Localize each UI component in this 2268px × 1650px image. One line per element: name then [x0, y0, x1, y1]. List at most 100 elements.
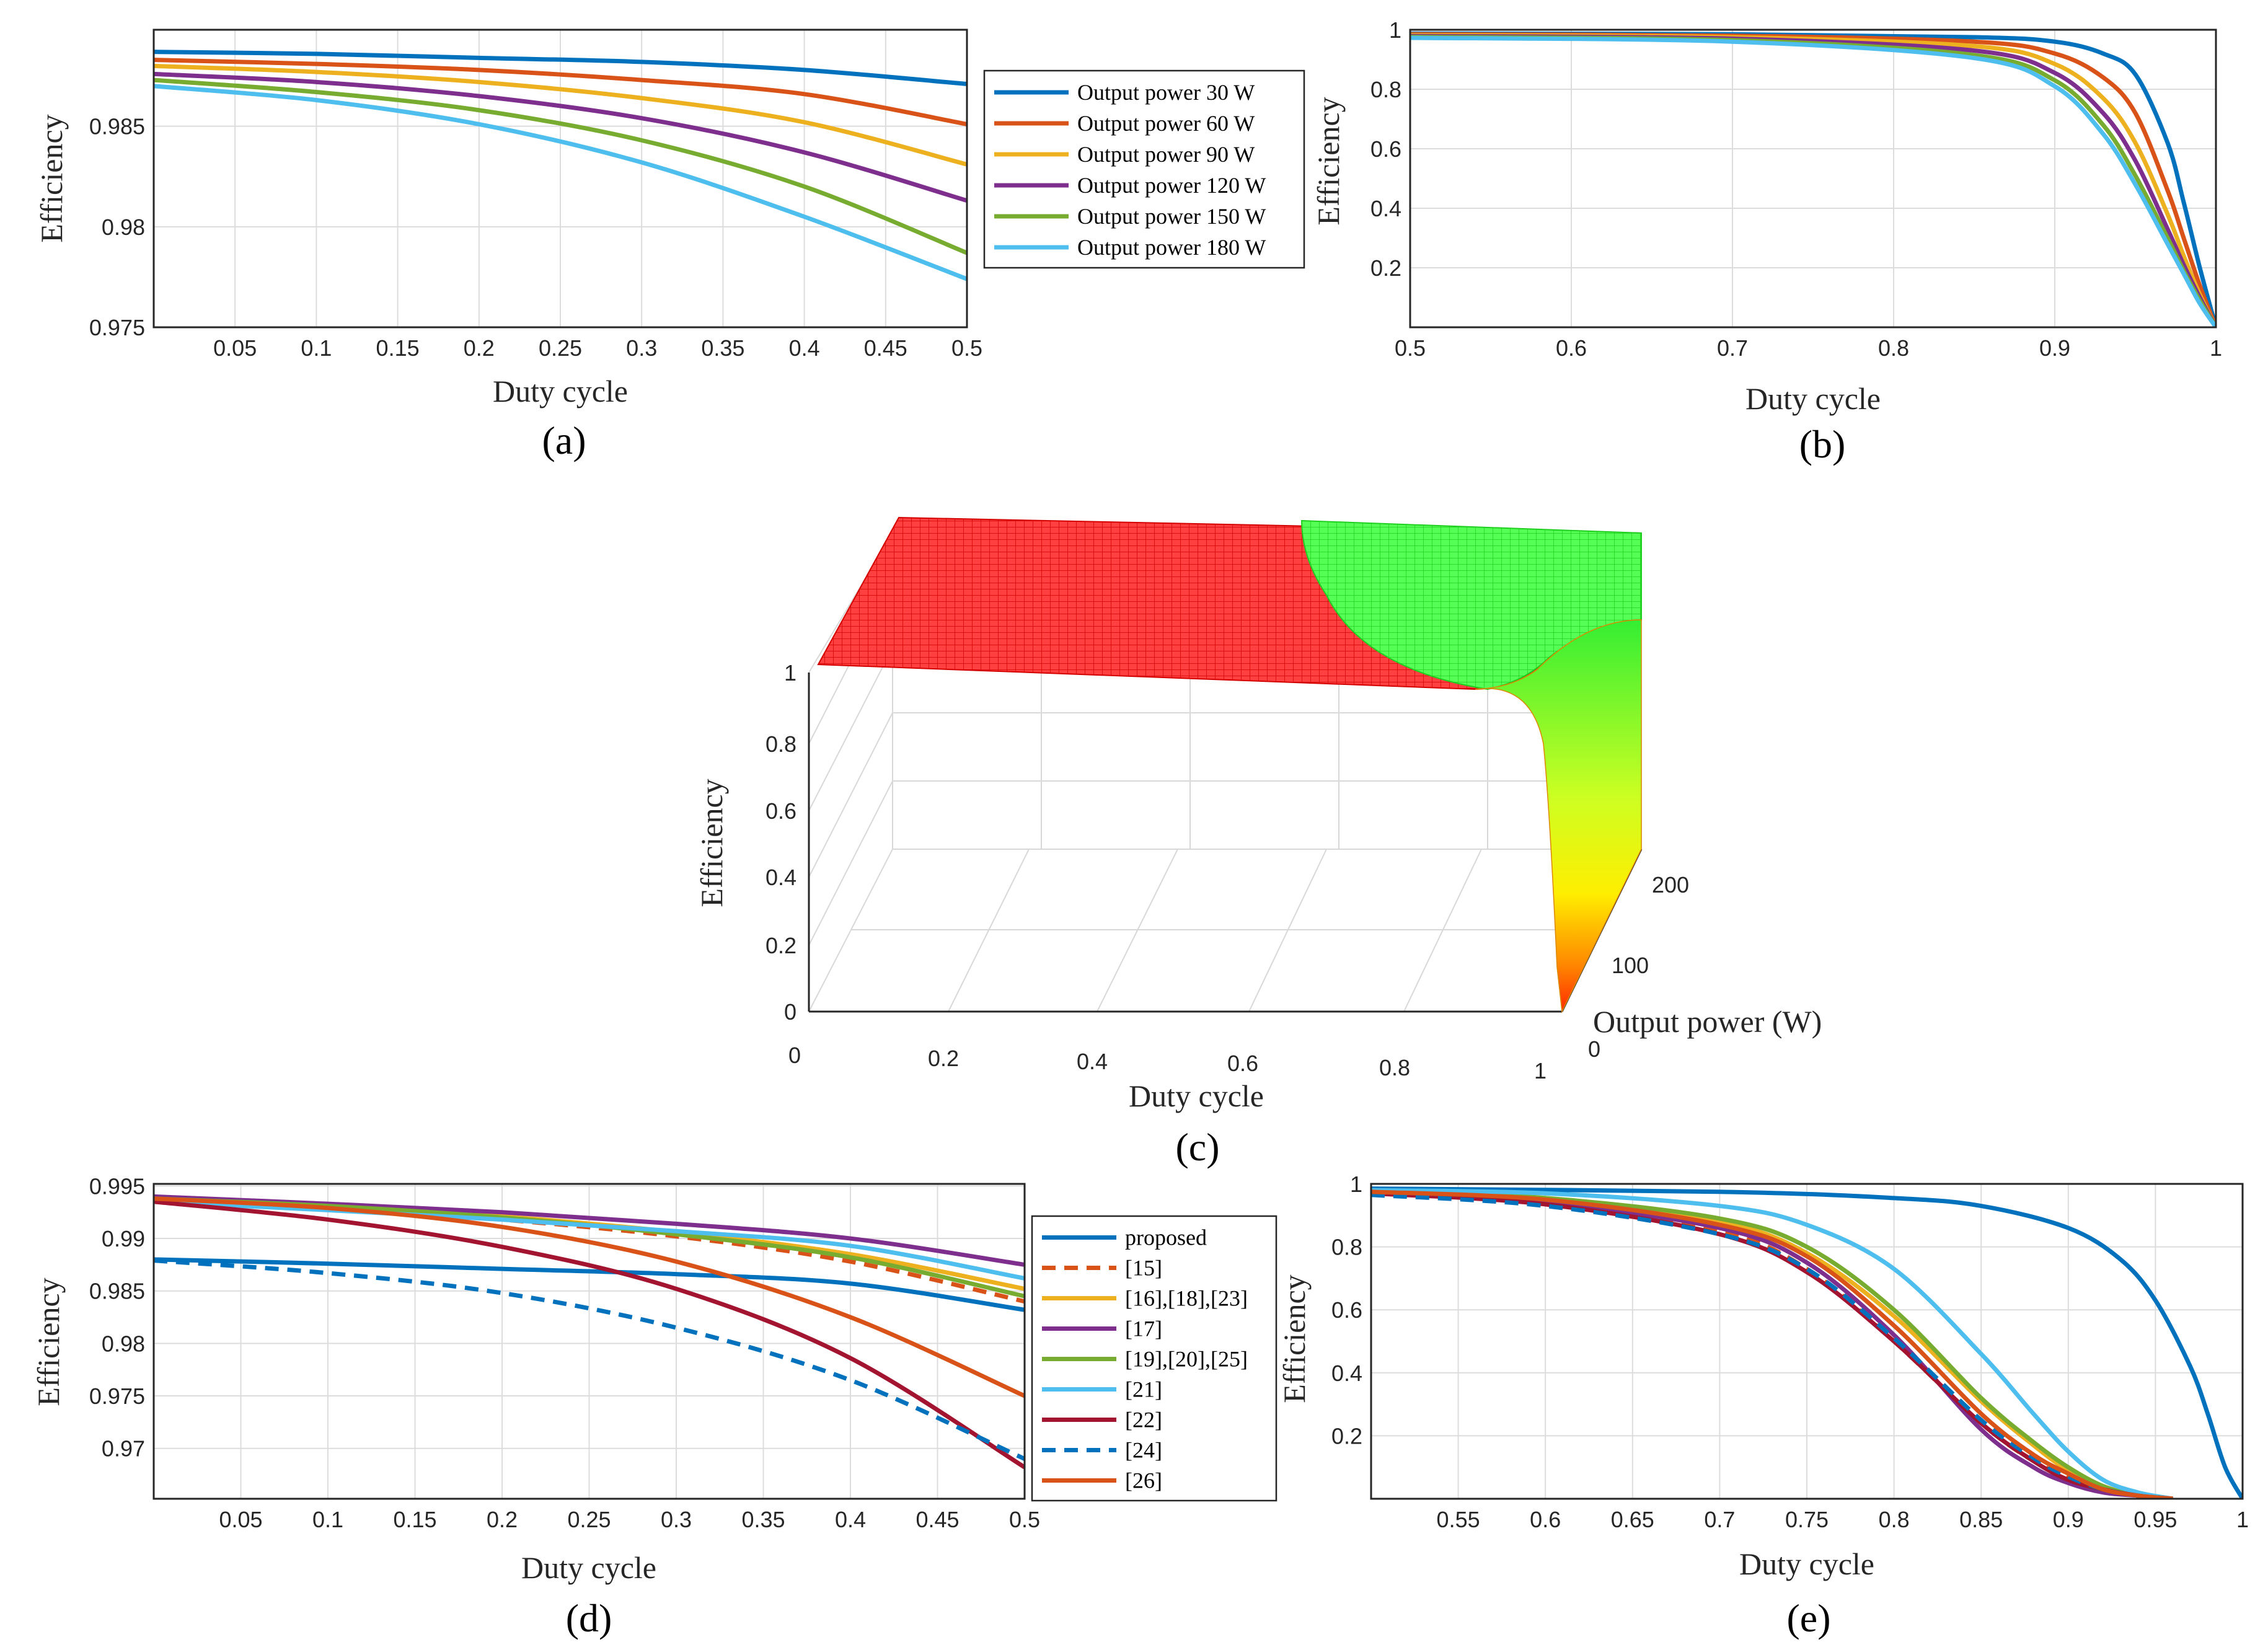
- y-tick-label: 1: [1389, 17, 1401, 43]
- panel-d-grid: [154, 1184, 1025, 1499]
- x-tick-label: 1: [1534, 1058, 1547, 1083]
- legend-box: [983, 69, 1305, 269]
- legend-label: Output power 150 W: [1077, 204, 1266, 229]
- series-line-output-power-150-w: [154, 77, 967, 255]
- z-tick-label: 0.2: [766, 933, 796, 958]
- legend-label: [22]: [1125, 1408, 1162, 1432]
- panel-d-line-chart: 0.05 0.1 0.15 0.2 0.25 0.3 0.35 0.4 0.45 0.5 0.97 0…: [31, 1173, 1277, 1640]
- x-tick-label: 0.7: [1704, 1507, 1735, 1532]
- panel-b-caption: (b): [1799, 422, 1846, 466]
- x-tick-label: 0.85: [1959, 1507, 2003, 1532]
- legend-label: Output power 90 W: [1077, 142, 1255, 167]
- panel-a-plot-frame: [152, 29, 968, 329]
- x-tick-label: 0.45: [916, 1507, 959, 1532]
- panel-d-caption: (d): [566, 1596, 612, 1640]
- x-tick-label: 0.7: [1717, 335, 1748, 361]
- x-tick-label: 0.15: [376, 335, 420, 361]
- series-line-output-power-60-w: [1410, 32, 2216, 327]
- series-line--21-: [1371, 1188, 2174, 1499]
- x-tick-label: 0.25: [567, 1507, 611, 1532]
- series-line--17-: [1371, 1191, 2173, 1499]
- legend-label: [15]: [1125, 1256, 1162, 1281]
- x-tick-label: 0.3: [661, 1507, 692, 1532]
- y-tick-label: 0.98: [102, 1331, 145, 1356]
- x-tick-label: 0.5: [1395, 335, 1426, 361]
- series-line-proposed: [1371, 1186, 2243, 1499]
- x-tick-label: 0.35: [701, 335, 744, 361]
- series-line-output-power-30-w: [1410, 31, 2216, 327]
- panel-e-plot-frame: [1370, 1183, 2244, 1500]
- panel-c-surface-chart: 0 0.2 0.4 0.6 0.8 1 0 0.2 0.4 0.6 0.8 1 0 100 200 Du…: [694, 516, 1822, 1169]
- x-tick-label: 0: [788, 1043, 801, 1068]
- y-tick-label: 0.6: [1370, 136, 1401, 162]
- legend-label: Output power 180 W: [1077, 235, 1266, 260]
- legend-label: Output power 120 W: [1077, 173, 1266, 198]
- x-tick-label: 0.75: [1785, 1507, 1829, 1532]
- x-tick-label: 0.05: [219, 1507, 262, 1532]
- series-line-output-power-180-w: [1410, 35, 2216, 327]
- x-tick-label: 0.8: [1878, 335, 1909, 361]
- y-tick-label: 0.4: [1331, 1361, 1362, 1386]
- panel-d-series-lines: [154, 1194, 1025, 1470]
- x-tick-label: 0.5: [1009, 1507, 1040, 1532]
- panel-a-line-chart: 0.05 0.1 0.15 0.2 0.25 0.3 0.35 0.4 0.45 0.5 0.975…: [34, 29, 1305, 462]
- x-tick-label: 0.05: [213, 335, 257, 361]
- x-tick-label: 1: [2210, 335, 2222, 361]
- series-line--21-: [154, 1199, 1025, 1281]
- legend-label: Output power 30 W: [1077, 80, 1255, 105]
- panel-e-caption: (e): [1786, 1596, 1830, 1640]
- x-tick-label: 0.1: [301, 335, 332, 361]
- panel-a-xlabel: Duty cycle: [493, 374, 628, 408]
- y-tick-label: 0.985: [89, 114, 145, 139]
- y-tick-label: 0.8: [1331, 1235, 1362, 1260]
- z-tick-label: 0.6: [766, 798, 796, 824]
- y-tick-label: 0.985: [89, 1279, 145, 1304]
- legend-label: [24]: [1125, 1438, 1162, 1463]
- panel-c-zlabel: Efficiency: [694, 779, 729, 907]
- panel-b-xlabel: Duty cycle: [1745, 381, 1881, 416]
- x-tick-label: 0.2: [928, 1046, 959, 1071]
- series-line-proposed: [154, 1257, 1025, 1312]
- x-tick-label: 0.6: [1530, 1507, 1561, 1532]
- legend-label: [19],[20],[25]: [1125, 1347, 1248, 1372]
- x-tick-label: 0.3: [626, 335, 657, 361]
- panel-e-series-lines: [1371, 1186, 2243, 1499]
- panel-d-legend: proposed [15] [16],[18],[23] [17] [19],[20],…: [1031, 1215, 1277, 1502]
- y-tick-label: 0.8: [1370, 77, 1401, 102]
- x-tick-label: 0.55: [1437, 1507, 1480, 1532]
- legend-label: [26]: [1125, 1468, 1162, 1493]
- y-tick-label: 0.995: [89, 1173, 145, 1199]
- series-line--26-: [154, 1196, 1025, 1398]
- y-tick-label: 0.97: [102, 1436, 145, 1462]
- panel-c-ylabel: Output power (W): [1593, 1004, 1822, 1039]
- series-line--26-: [1371, 1189, 2173, 1499]
- x-tick-label: 0.9: [2039, 335, 2070, 361]
- y-tick-label: 200: [1652, 872, 1689, 898]
- x-tick-label: 0.95: [2133, 1507, 2177, 1532]
- series-line-output-power-180-w: [154, 84, 967, 281]
- y-tick-label: 0.6: [1331, 1297, 1362, 1323]
- x-tick-label: 0.45: [864, 335, 907, 361]
- panel-c-z-tick-labels: 0 0.2 0.4 0.6 0.8 1: [766, 660, 796, 1025]
- legend-label: [16],[18],[23]: [1125, 1286, 1248, 1311]
- y-tick-label: 0.98: [102, 214, 145, 240]
- series-line-output-power-150-w: [1410, 35, 2216, 327]
- panel-d-xlabel: Duty cycle: [521, 1550, 656, 1585]
- series-line-output-power-30-w: [154, 50, 967, 87]
- y-tick-label: 0.2: [1331, 1423, 1362, 1449]
- y-tick-label: 0.975: [89, 315, 145, 340]
- panel-b-series-lines: [1410, 31, 2216, 327]
- x-tick-label: 0.1: [312, 1507, 343, 1532]
- panel-b-grid: [1410, 30, 2216, 327]
- y-tick-label: 1: [1350, 1171, 1362, 1197]
- x-tick-label: 0.15: [393, 1507, 436, 1532]
- series-line--19-20-25-: [1371, 1189, 2173, 1499]
- series-line--24-: [154, 1258, 1025, 1461]
- x-tick-label: 0.8: [1879, 1507, 1910, 1532]
- z-tick-label: 0.4: [766, 865, 796, 890]
- panel-d-ylabel: Efficiency: [31, 1277, 66, 1406]
- series-line-output-power-120-w: [1410, 33, 2216, 327]
- y-tick-label: 0: [1588, 1036, 1600, 1062]
- panel-a-ylabel: Efficiency: [34, 114, 69, 242]
- panel-e-grid: [1371, 1184, 2243, 1499]
